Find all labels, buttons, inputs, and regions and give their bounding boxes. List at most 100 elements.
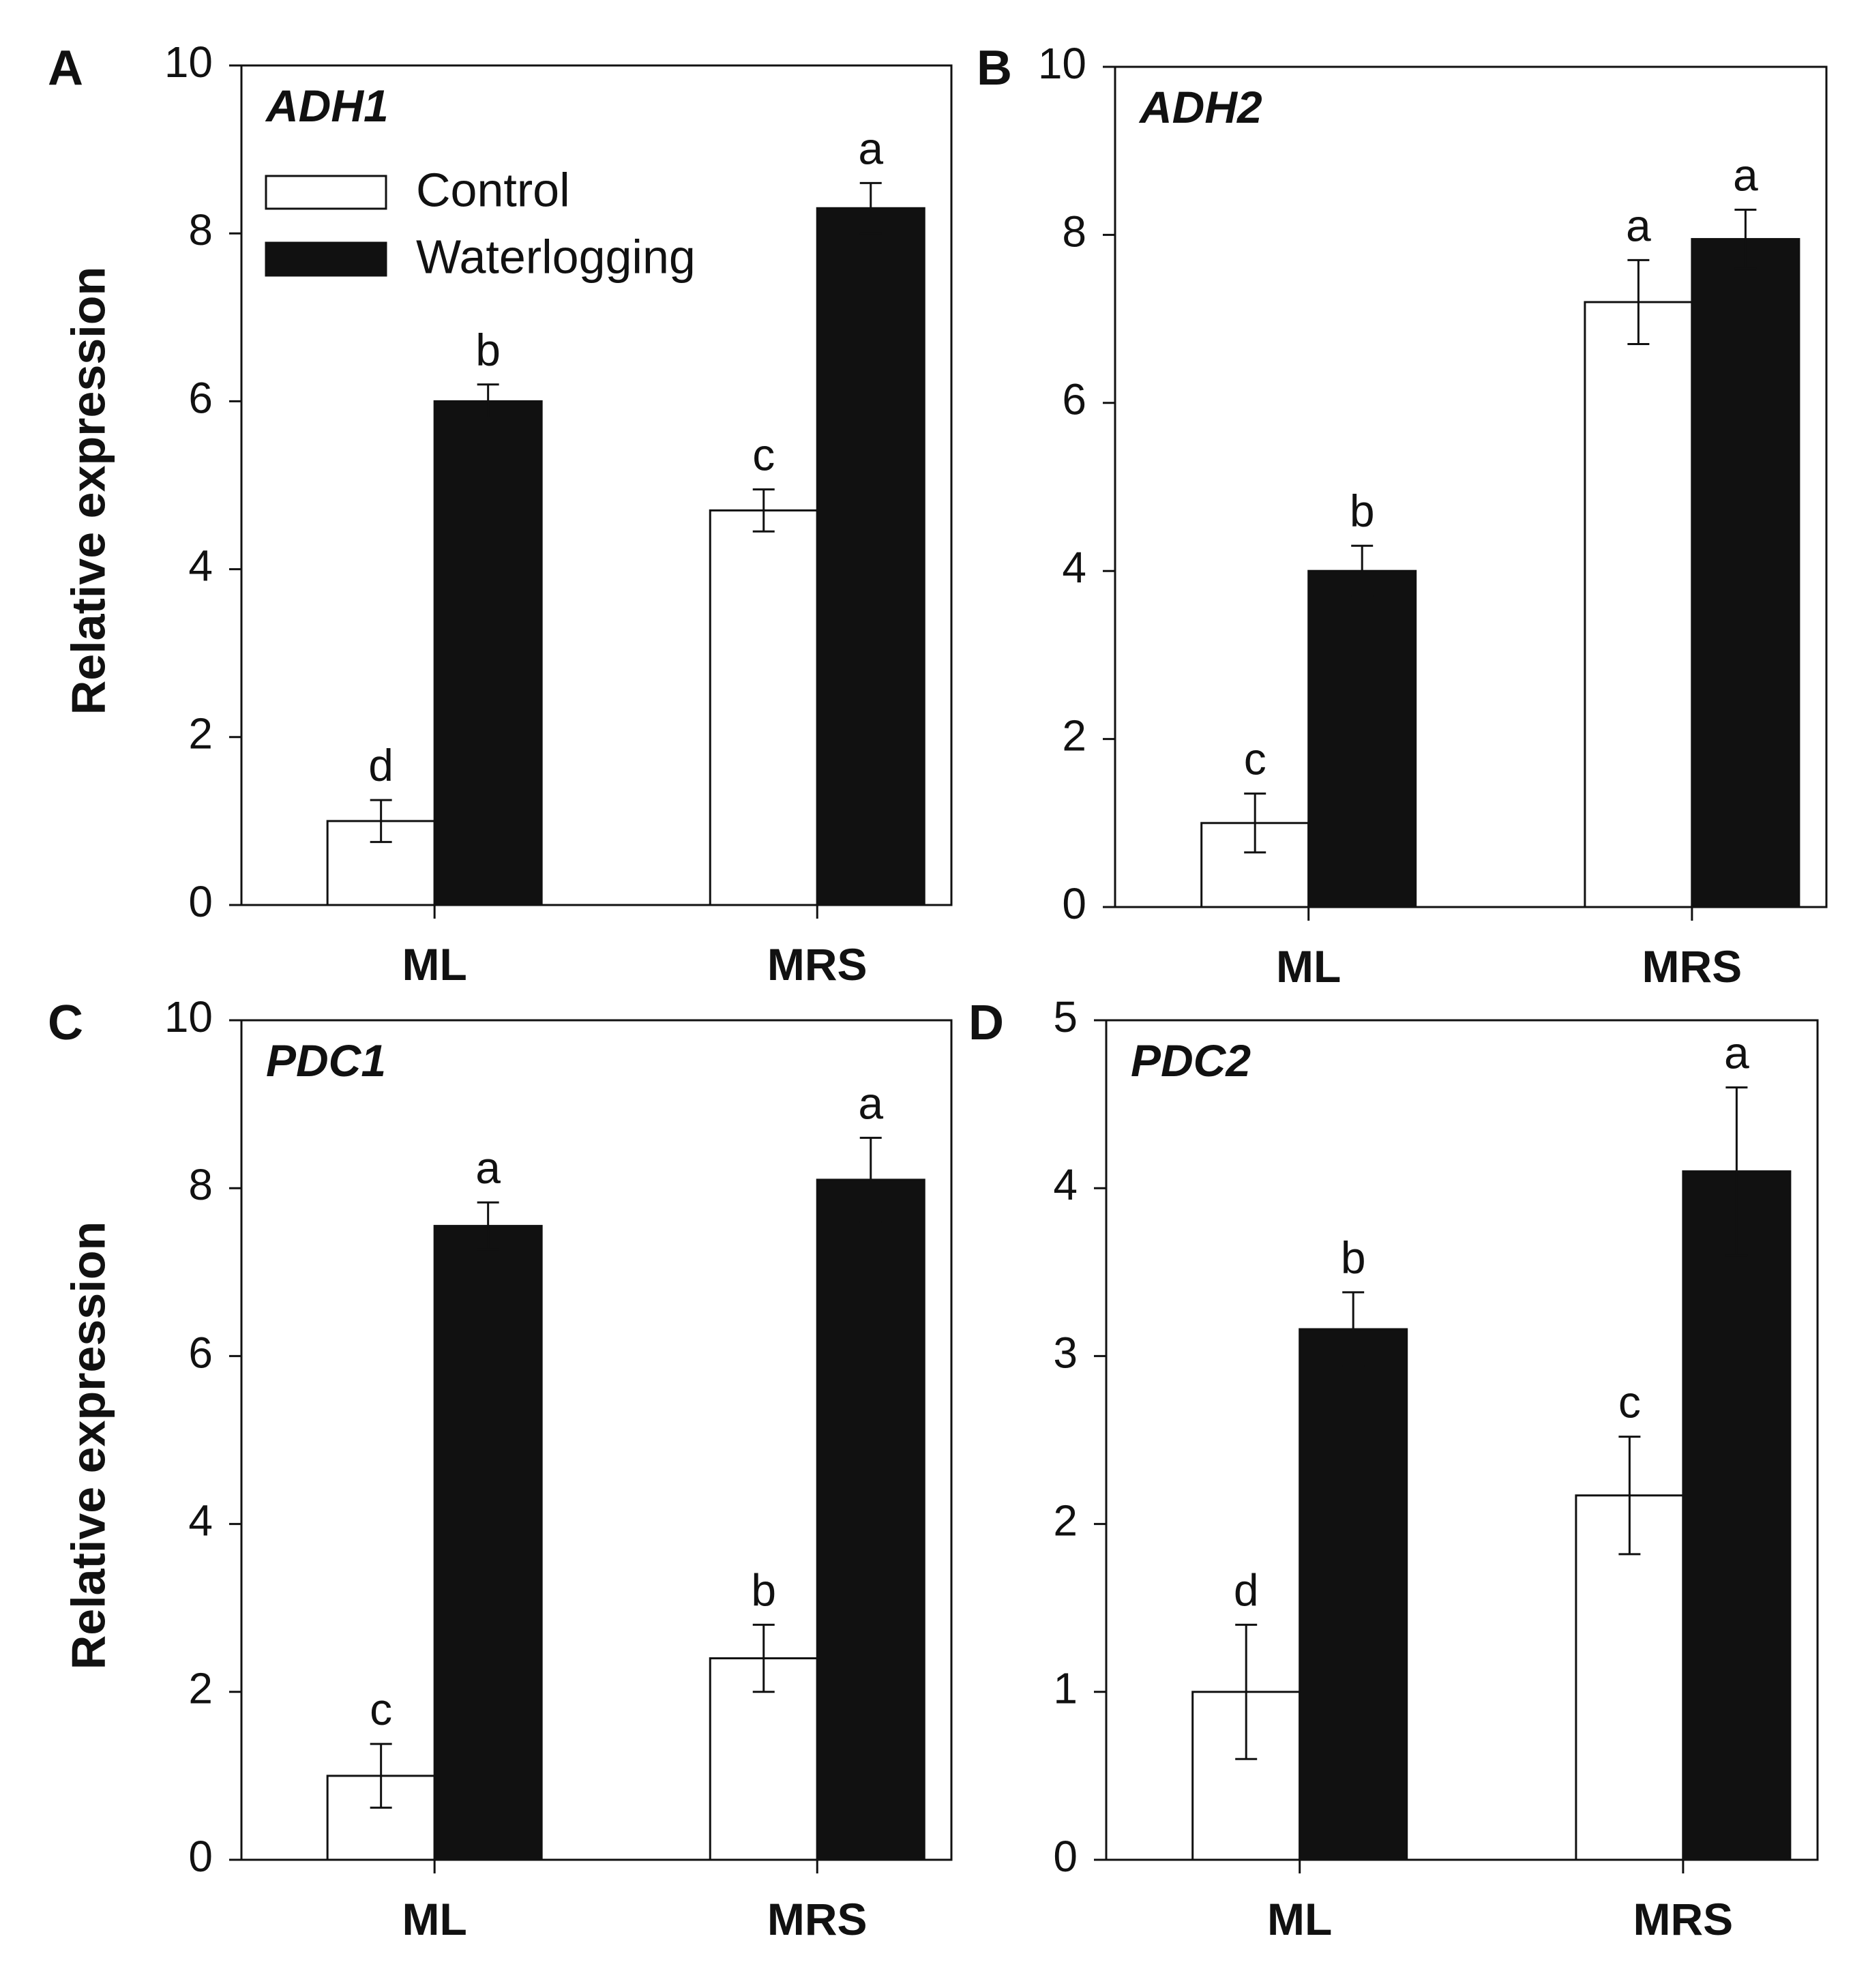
y-tick-label: 8: [188, 1160, 213, 1209]
significance-letter: b: [1341, 1232, 1366, 1283]
y-tick-label: 4: [188, 541, 213, 591]
y-tick-label: 4: [188, 1496, 213, 1545]
gene-title: ADH2: [1138, 82, 1262, 132]
y-tick-label: 6: [188, 373, 213, 422]
error-bar: [752, 488, 775, 533]
error-bar: [1734, 208, 1757, 270]
legend-swatch: [265, 175, 387, 210]
error-bar: [477, 1201, 499, 1251]
error-bar: [1351, 544, 1374, 597]
y-axis-label: Relative expression: [61, 1221, 115, 1670]
x-category-label: ML: [402, 1894, 467, 1944]
y-tick-label: 2: [188, 709, 213, 758]
y-tick-label: 8: [1062, 207, 1086, 256]
y-axis-label: Relative expression: [61, 267, 115, 715]
plot-frame: [240, 64, 953, 906]
panel-letter: A: [48, 41, 83, 95]
error-bar: [370, 799, 392, 844]
panel-a: A 0 2 4 6 8 10 Relative expression ADH1 ML d b MRS c a…: [48, 38, 953, 990]
significance-letter: d: [368, 740, 394, 790]
x-category-label: MRS: [767, 1894, 868, 1944]
significance-letter: a: [475, 1142, 501, 1193]
error-bar: [1235, 1623, 1258, 1760]
significance-letter: a: [1626, 200, 1651, 250]
y-tick-label: 2: [1053, 1496, 1078, 1545]
y-tick-label: 4: [1053, 1160, 1078, 1209]
y-tick-label: 6: [188, 1328, 213, 1377]
significance-letter: a: [1733, 149, 1758, 200]
error-bar: [370, 1742, 392, 1809]
y-tick-label: 10: [1038, 39, 1086, 88]
significance-letter: b: [751, 1564, 776, 1615]
waterlogging-bar: [816, 207, 925, 906]
y-tick-label: 6: [1062, 375, 1086, 424]
waterlogging-bar: [1307, 569, 1417, 908]
plot-frame: [240, 1019, 953, 1861]
legend: Control Waterlogging: [265, 163, 696, 283]
x-category-label: ML: [1267, 1894, 1332, 1944]
error-bar: [1244, 792, 1266, 854]
panel-b: B 0 2 4 6 8 10 ADH2 ML c b MRS a a: [977, 39, 1828, 992]
error-bar: [752, 1623, 775, 1693]
gene-title: ADH1: [265, 80, 389, 131]
plot-frame: [1105, 1019, 1819, 1861]
y-tick-label: 0: [1053, 1832, 1078, 1881]
error-bar: [1725, 1086, 1748, 1257]
legend-label: Control: [416, 163, 570, 216]
legend-swatch: [265, 241, 387, 277]
significance-letter: d: [1234, 1564, 1259, 1615]
y-tick-label: 2: [1062, 711, 1086, 760]
control-bar: [1575, 1494, 1685, 1861]
significance-letter: b: [475, 325, 501, 375]
gene-title: PDC1: [266, 1035, 386, 1086]
x-category-label: MRS: [767, 939, 868, 990]
y-tick-label: 5: [1053, 992, 1078, 1041]
y-tick-label: 0: [188, 1832, 213, 1881]
y-tick-label: 3: [1053, 1328, 1078, 1377]
y-tick-label: 10: [164, 992, 213, 1041]
y-tick-label: 0: [188, 877, 213, 926]
error-bar: [859, 1136, 882, 1223]
significance-letter: b: [1350, 486, 1375, 536]
significance-letter: c: [1618, 1377, 1641, 1427]
panel-d: D 0 1 2 3 4 5 PDC2 ML d b MRS c a: [968, 992, 1819, 1944]
panel-letter: B: [977, 41, 1012, 95]
error-bar: [477, 383, 499, 419]
significance-letter: a: [858, 123, 883, 173]
error-bar: [1342, 1291, 1365, 1367]
x-category-label: ML: [402, 939, 467, 990]
legend-label: Waterlogging: [416, 230, 696, 283]
y-tick-label: 10: [164, 38, 213, 87]
significance-letter: a: [858, 1078, 883, 1128]
error-bar: [1627, 258, 1650, 346]
waterlogging-bar: [1682, 1170, 1792, 1861]
y-tick-label: 2: [188, 1664, 213, 1713]
error-bar: [859, 181, 882, 235]
panel-letter: D: [968, 996, 1004, 1050]
waterlogging-bar: [433, 400, 543, 906]
plot-frame: [1114, 65, 1828, 908]
significance-letter: c: [370, 1684, 392, 1734]
x-category-label: ML: [1276, 941, 1341, 992]
waterlogging-bar: [816, 1178, 925, 1861]
gene-title: PDC2: [1131, 1035, 1251, 1086]
y-tick-label: 8: [188, 205, 213, 254]
x-category-label: MRS: [1642, 941, 1743, 992]
panel-c: C 0 2 4 6 8 10 Relative expression PDC1 ML c a MRS b a: [48, 992, 953, 1944]
control-bar: [709, 509, 818, 906]
x-category-label: MRS: [1633, 1894, 1734, 1944]
waterlogging-bar: [433, 1225, 543, 1861]
error-bar: [1618, 1436, 1641, 1556]
waterlogging-bar: [1691, 238, 1800, 908]
significance-letter: a: [1724, 1027, 1749, 1078]
y-tick-label: 0: [1062, 879, 1086, 928]
significance-letter: c: [752, 430, 775, 480]
y-tick-label: 1: [1053, 1664, 1078, 1713]
waterlogging-bar: [1299, 1328, 1408, 1861]
control-bar: [1584, 301, 1693, 908]
y-tick-label: 4: [1062, 543, 1086, 592]
panel-letter: C: [48, 996, 83, 1050]
